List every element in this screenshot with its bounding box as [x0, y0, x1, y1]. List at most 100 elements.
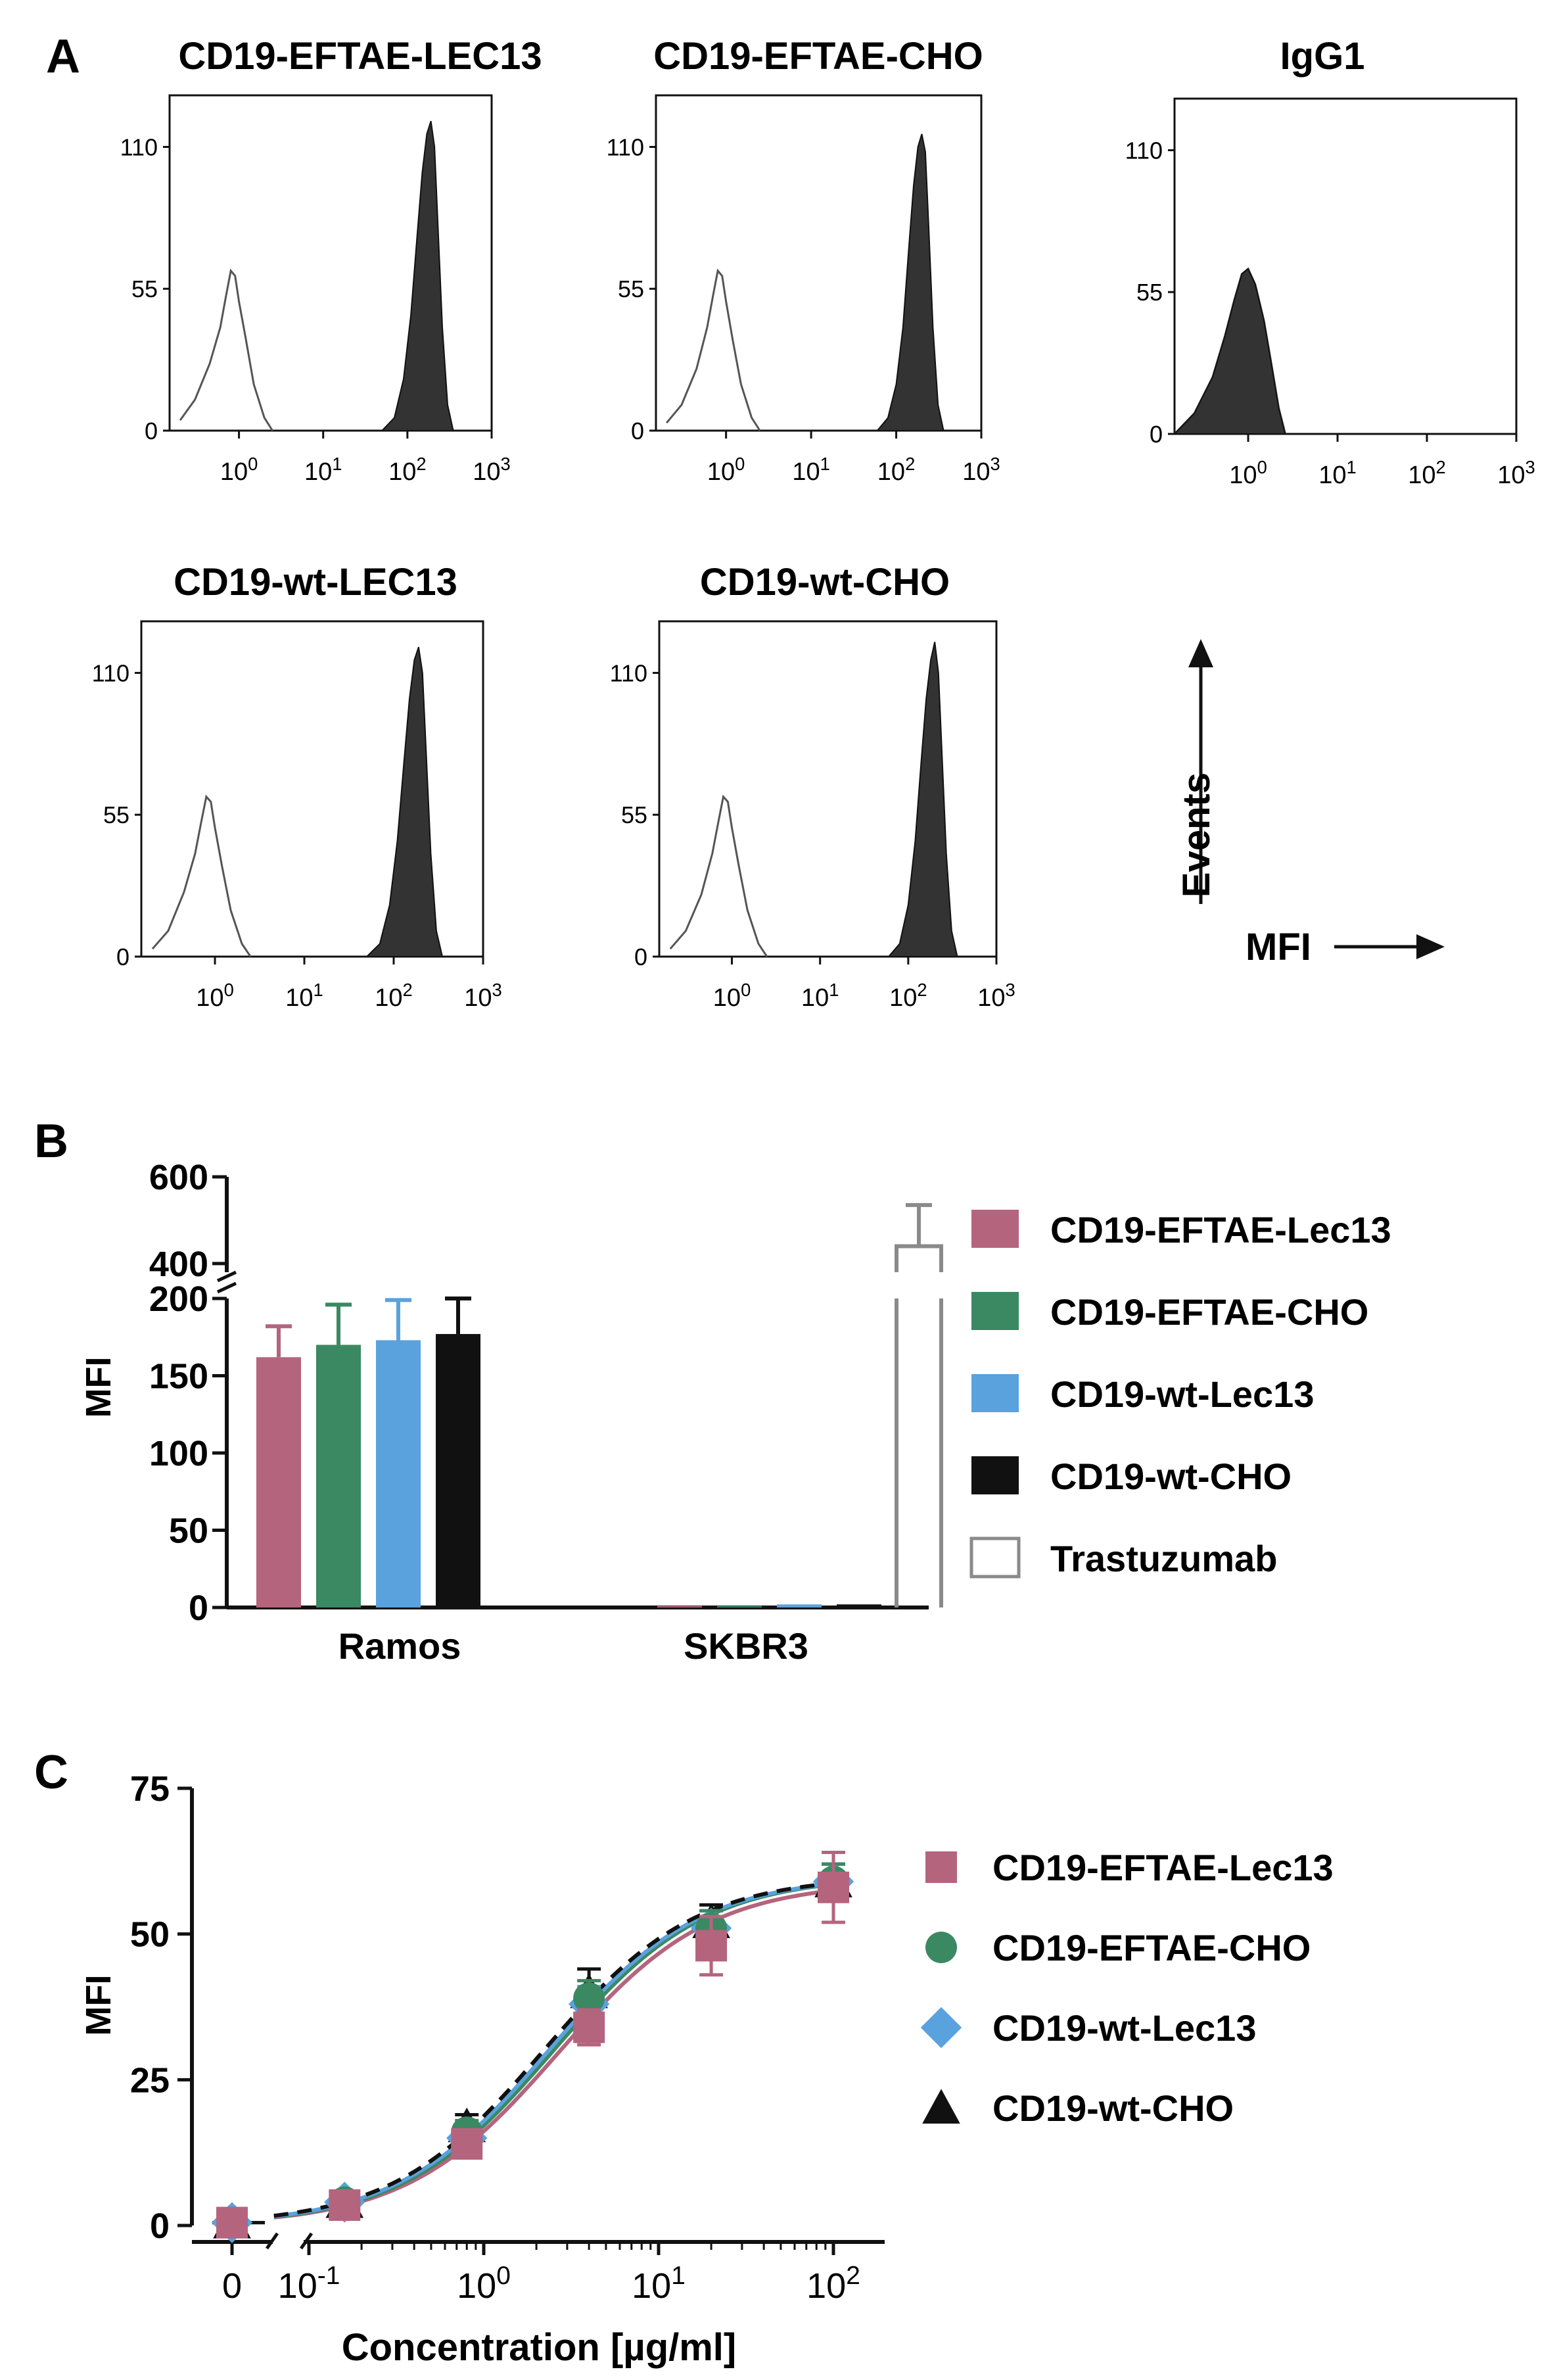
x-tick-label: 103: [464, 980, 502, 1012]
x-tick-label: 100: [196, 980, 234, 1012]
data-point: [573, 2011, 605, 2043]
x-tick-label: 0: [222, 2266, 242, 2306]
fit-curve: [273, 1888, 834, 2220]
histogram-title: CD19-EFTAE-CHO: [653, 35, 983, 78]
x-tick-label: 103: [473, 454, 511, 487]
histogram-filled: [875, 133, 944, 431]
y-tick-label: 150: [149, 1357, 208, 1396]
panel-a-letter: A: [46, 30, 80, 83]
histogram-filled: [887, 642, 958, 957]
legend-label: CD19-wt-CHO: [1050, 1456, 1292, 1497]
legend-swatch: [969, 1536, 1021, 1579]
x-tick-label: 102: [889, 980, 927, 1012]
data-point: [216, 2206, 248, 2239]
y-tick-label: 55: [621, 801, 647, 828]
x-tick-label: 100: [220, 454, 258, 487]
data-point: [925, 1851, 957, 1883]
y-tick-label: 110: [610, 659, 647, 686]
histogram-outline: [669, 794, 768, 957]
x-tick-label: 102: [1408, 457, 1446, 490]
bar: [316, 1345, 361, 1607]
y-tick-label: 50: [130, 1915, 170, 1955]
legend-swatch: [971, 1292, 1019, 1330]
axis-break-mark: [265, 2232, 279, 2250]
axis-break-mark: [216, 1270, 237, 1283]
histogram-title: CD19-EFTAE-LEC13: [178, 35, 542, 78]
plot-frame: [655, 94, 983, 432]
legend-swatch: [971, 1456, 1019, 1494]
legend-label: CD19-wt-CHO: [992, 2087, 1234, 2129]
plot-frame: [1173, 97, 1518, 435]
legend-label: CD19-EFTAE-CHO: [992, 1927, 1311, 1968]
histogram-title: CD19-wt-CHO: [700, 561, 950, 604]
bar: [895, 1244, 943, 1272]
x-tick-label: 101: [1318, 457, 1356, 490]
histogram-filled: [365, 646, 444, 957]
bar: [256, 1357, 301, 1607]
y-tick-label: 75: [130, 1769, 170, 1809]
y-tick-label: 0: [145, 417, 158, 444]
legend-label: CD19-wt-Lec13: [1050, 1373, 1314, 1415]
data-point: [329, 2189, 361, 2221]
histogram-filled: [380, 120, 454, 431]
y-tick-label: 55: [103, 801, 129, 828]
mfi-arrow-head: [1416, 934, 1445, 959]
plot-frame: [658, 620, 998, 958]
data-point: [920, 2007, 962, 2049]
bar: [657, 1606, 702, 1607]
legend-label: CD19-wt-Lec13: [992, 2007, 1256, 2049]
dose-response-chart: 0 25 50 75 MFI 0 10-1 100 101 102 Concentration [µ…: [79, 1769, 1334, 2369]
x-tick-label: 103: [1497, 457, 1535, 490]
axis-note: Events MFI: [1175, 639, 1445, 968]
legend-swatch: [971, 1210, 1019, 1248]
panel-c-letter: C: [34, 1746, 68, 1799]
x-tick-label: 10-1: [278, 2262, 340, 2306]
y-tick-label: 0: [634, 943, 647, 970]
axis-break-mark: [216, 1281, 237, 1294]
y-tick-label: 110: [92, 659, 129, 686]
y-tick-label: 100: [149, 1434, 208, 1473]
data-point: [922, 2089, 960, 2124]
x-tick-label: 103: [977, 980, 1015, 1012]
histogram-outline: [151, 794, 252, 957]
histogram-outline: [179, 268, 273, 431]
legend-swatch: [971, 1374, 1019, 1412]
y-tick-label: 400: [149, 1245, 208, 1284]
axis-break-mark: [299, 2232, 314, 2250]
histogram-igg1: 0 55 110 100 101 102 103: [1125, 97, 1535, 490]
histogram-title: CD19-wt-LEC13: [174, 561, 457, 604]
x-tick-label: 100: [457, 2262, 511, 2306]
y-tick-label: 50: [169, 1511, 208, 1551]
y-tick-label: 110: [120, 133, 158, 160]
x-tick-label: 101: [304, 454, 342, 487]
x-tick-label: 100: [713, 980, 751, 1012]
y-tick-label: 110: [607, 133, 644, 160]
data-point: [925, 1932, 957, 1963]
data-point: [818, 1871, 849, 1903]
y-tick-label: 600: [149, 1158, 208, 1197]
legend-label: Trastuzumab: [1050, 1538, 1277, 1579]
y-tick-label: 55: [618, 275, 644, 302]
x-tick-label: 101: [285, 980, 323, 1012]
histogram-cd19-eftae-cho: 0 55 110 100 101 102 103: [607, 94, 1000, 486]
bar: [436, 1334, 480, 1607]
legend-label: CD19-EFTAE-Lec13: [992, 1847, 1334, 1888]
histogram-cd19-wt-cho: 0 55 110 100 101 102 103: [610, 620, 1015, 1012]
category-label: SKBR3: [684, 1625, 808, 1667]
bar: [777, 1604, 822, 1607]
x-axis-label: Concentration [µg/ml]: [342, 2326, 737, 2369]
panel-b-letter: B: [34, 1115, 68, 1168]
y-tick-label: 200: [149, 1279, 208, 1319]
bar: [717, 1606, 762, 1607]
category-label: Ramos: [338, 1625, 461, 1667]
y-tick-label: 110: [1125, 137, 1163, 164]
y-tick-label: 55: [131, 275, 158, 302]
x-tick-label: 102: [388, 454, 427, 487]
x-tick-label: 100: [1229, 457, 1267, 490]
histogram-filled: [1173, 268, 1286, 435]
events-label: Events: [1175, 773, 1218, 897]
y-axis-label: MFI: [79, 1975, 118, 2036]
bar: [895, 1298, 943, 1607]
